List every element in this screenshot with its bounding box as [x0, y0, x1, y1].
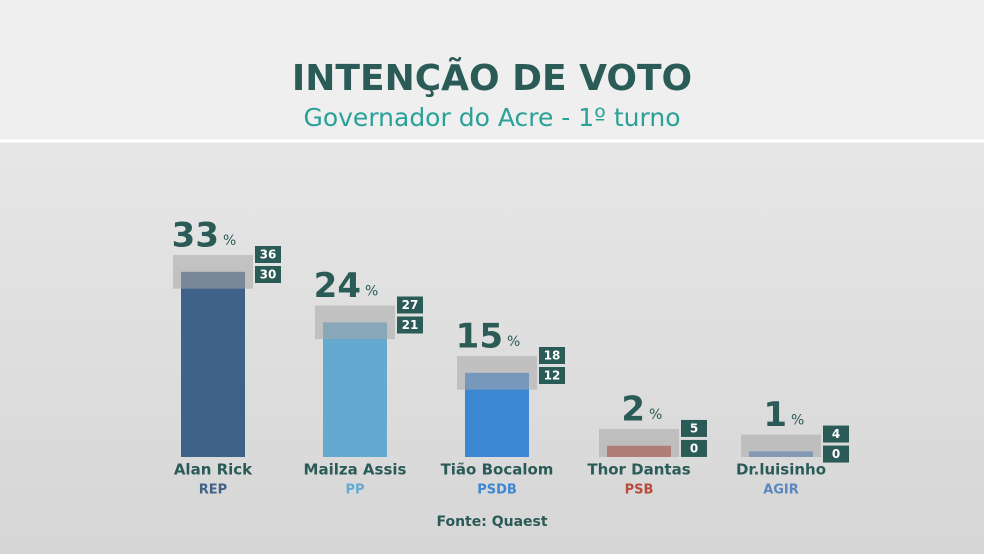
- source: Fonte: Quaest: [436, 514, 547, 530]
- value-label: 33: [172, 216, 219, 256]
- upper-label: 4: [832, 427, 840, 441]
- upper-box: [823, 425, 849, 443]
- lower-box: [255, 266, 281, 283]
- party-label: PP: [345, 483, 364, 498]
- value-label: 15: [456, 317, 503, 357]
- category-label: Dr.luisinho: [736, 461, 826, 479]
- error-band: [315, 305, 395, 340]
- upper-label: 27: [402, 298, 419, 312]
- unit-label: %: [365, 284, 378, 300]
- lower-label: 0: [690, 441, 698, 455]
- upper-label: 5: [690, 421, 698, 435]
- value-label: 1: [763, 395, 787, 435]
- upper-box: [255, 246, 281, 263]
- lower-box: [681, 439, 707, 457]
- category-label: Mailza Assis: [304, 461, 407, 479]
- lower-label: 0: [832, 447, 840, 461]
- error-band: [599, 428, 679, 457]
- header-band: [0, 0, 984, 140]
- chart-title: INTENÇÃO DE VOTO: [292, 57, 692, 99]
- upper-label: 18: [544, 349, 561, 363]
- bar: [181, 271, 245, 457]
- unit-label: %: [791, 413, 804, 429]
- party-label: PSB: [625, 483, 654, 498]
- value-label: 24: [314, 266, 361, 306]
- category-label: Tião Bocalom: [441, 461, 554, 479]
- error-band: [173, 255, 253, 289]
- bar: [323, 322, 387, 457]
- party-label: AGIR: [763, 483, 799, 498]
- lower-box: [397, 316, 423, 334]
- lower-label: 21: [402, 318, 419, 332]
- lower-box: [539, 367, 565, 384]
- party-label: REP: [199, 483, 227, 498]
- category-label: Alan Rick: [174, 461, 253, 479]
- unit-label: %: [649, 407, 662, 423]
- error-band: [741, 434, 821, 457]
- lower-box: [823, 445, 849, 463]
- upper-box: [397, 296, 423, 314]
- upper-box: [681, 419, 707, 437]
- lower-label: 12: [544, 369, 561, 383]
- category-label: Thor Dantas: [587, 461, 690, 479]
- unit-label: %: [507, 334, 520, 350]
- error-band: [457, 356, 537, 390]
- lower-label: 30: [260, 268, 277, 282]
- unit-label: %: [223, 233, 236, 249]
- upper-label: 36: [260, 248, 277, 262]
- upper-box: [539, 347, 565, 364]
- value-label: 2: [621, 389, 645, 429]
- chart-subtitle: Governador do Acre - 1º turno: [303, 103, 680, 132]
- party-label: PSDB: [477, 483, 517, 498]
